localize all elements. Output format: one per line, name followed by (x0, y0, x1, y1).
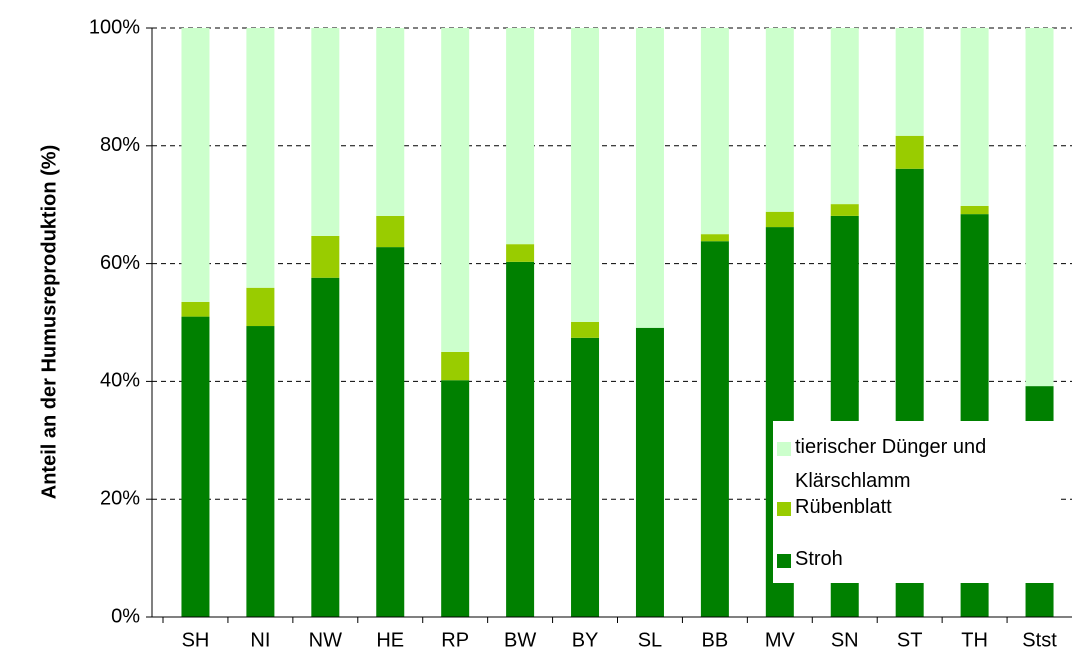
bar-segment (376, 247, 405, 617)
bar-segment (960, 205, 989, 215)
y-tick-label: 20% (100, 487, 140, 509)
legend: tierischer Dünger und Klärschlamm Rübenbl… (773, 421, 1057, 583)
y-tick-label: 60% (100, 252, 140, 274)
bar-segment (506, 28, 535, 245)
bar-segment (246, 287, 275, 327)
legend-label: tierischer Dünger und Klärschlamm (795, 436, 987, 492)
x-tick-label: TH (961, 629, 988, 651)
bar-segment (830, 28, 859, 205)
bar-segment (376, 215, 405, 248)
legend-entry: tierischer Dünger und Klärschlamm (777, 436, 1055, 498)
bar-segment (571, 28, 600, 322)
x-tick-label: Stst (1022, 629, 1057, 651)
bar-segment (311, 235, 340, 278)
bar-segment (571, 337, 600, 617)
bar-segment (960, 28, 989, 206)
legend-label: Rübenblatt (795, 496, 892, 518)
bar-segment (181, 28, 210, 302)
bar-segment (571, 321, 600, 338)
bar-segment (376, 28, 405, 216)
bar-segment (181, 316, 210, 617)
x-tick-label: BW (504, 629, 536, 651)
bar-segment (441, 351, 470, 381)
x-tick-label: NI (250, 629, 270, 651)
x-tick-label: ST (897, 629, 923, 651)
x-tick-label: BY (572, 629, 599, 651)
x-tick-label: BB (702, 629, 729, 651)
bar-segment (765, 211, 794, 228)
bar-segment (765, 28, 794, 212)
legend-swatch (777, 502, 791, 516)
legend-swatch (777, 442, 791, 456)
bar-segment (895, 135, 924, 169)
bar-segment (830, 204, 859, 216)
legend-label: Stroh (795, 548, 843, 570)
x-tick-label: SN (831, 629, 859, 651)
bar-segment (700, 234, 729, 242)
bar-segment (311, 28, 340, 236)
bar-segment (700, 28, 729, 235)
x-tick-label: NW (309, 629, 342, 651)
legend-entry: Rübenblatt (777, 496, 1055, 524)
bar-segment (506, 261, 535, 617)
x-tick-label: MV (765, 629, 796, 651)
y-tick-label: 0% (111, 605, 140, 627)
bar-segment (441, 28, 470, 352)
bar-segment (506, 244, 535, 262)
bar-segment (635, 327, 664, 617)
x-tick-label: RP (441, 629, 469, 651)
bar-segment (635, 28, 664, 328)
legend-swatch (777, 554, 791, 568)
bar-segment (1025, 28, 1054, 387)
y-tick-label: 100% (89, 16, 140, 38)
bar-segment (311, 277, 340, 617)
legend-entry: Stroh (777, 548, 1055, 576)
bar-segment (246, 326, 275, 617)
y-tick-label: 80% (100, 134, 140, 156)
bar-segment (181, 301, 210, 317)
x-tick-label: HE (376, 629, 404, 651)
x-tick-label: SH (182, 629, 210, 651)
bar-segment (441, 380, 470, 617)
bar-segment (895, 28, 924, 136)
x-tick-label: SL (638, 629, 662, 651)
bar-segment (700, 241, 729, 617)
bar-segment (246, 28, 275, 288)
y-axis-label: Anteil an der Humusreproduktion (%) (38, 145, 60, 499)
y-tick-label: 40% (100, 370, 140, 392)
